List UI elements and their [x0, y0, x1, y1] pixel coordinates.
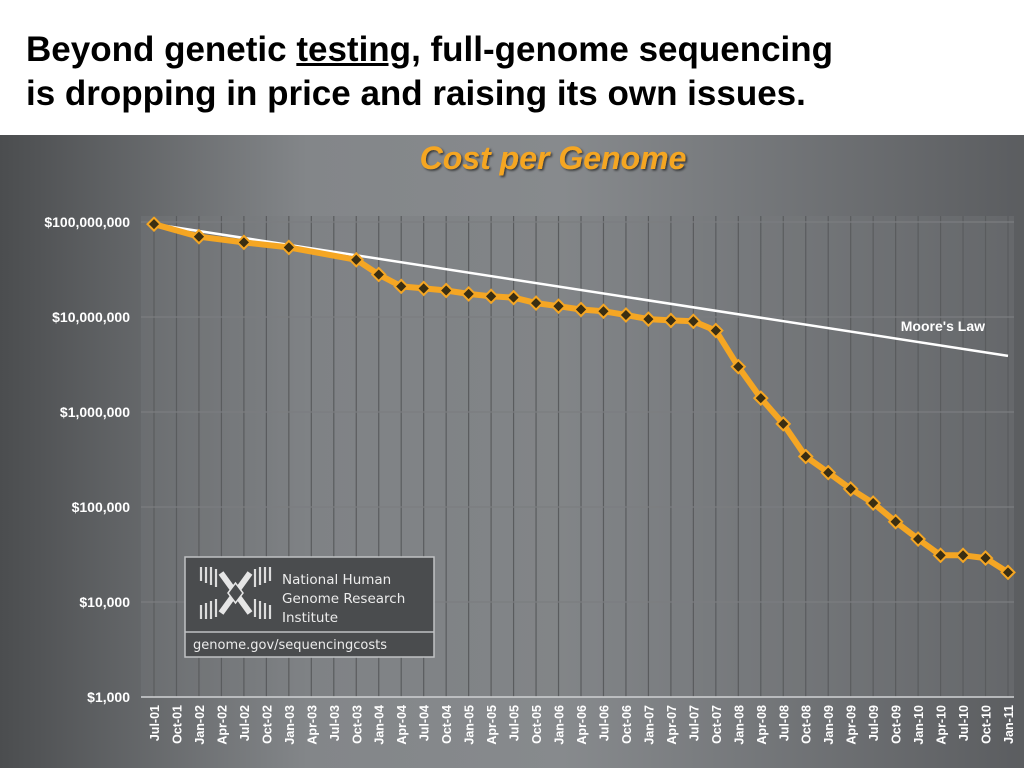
- x-tick-label: Oct-10: [980, 705, 994, 744]
- data-point-marker: [235, 234, 252, 251]
- data-point-marker: [775, 415, 792, 432]
- x-tick-label: Oct-04: [440, 705, 454, 744]
- x-tick-label: Oct-05: [530, 705, 544, 744]
- data-point-marker: [191, 228, 207, 245]
- x-tick-label: Jan-11: [1002, 705, 1016, 744]
- data-point-marker: [685, 313, 702, 330]
- x-tick-label: Jan-08: [732, 705, 746, 745]
- cost-series-line: [151, 221, 1011, 576]
- x-tick-label: Apr-03: [305, 705, 319, 745]
- y-tick-label: $100,000: [72, 499, 131, 515]
- data-point-marker: [280, 239, 297, 256]
- x-tick-label: Apr-02: [215, 705, 229, 745]
- x-tick-label: Apr-04: [395, 705, 409, 745]
- data-point-marker: [573, 301, 589, 318]
- x-tick-label: Oct-03: [350, 705, 364, 744]
- x-tick-label: Jan-02: [193, 705, 207, 745]
- cost-series: [146, 216, 1016, 581]
- x-tick-label: Jul-04: [418, 705, 432, 741]
- data-point-marker: [932, 547, 949, 564]
- data-point-marker: [887, 513, 904, 530]
- x-tick-label: Jul-02: [238, 705, 252, 741]
- data-point-marker: [955, 547, 971, 564]
- title-line2: is dropping in price and raising its own…: [26, 73, 806, 113]
- moores-law-label: Moore's Law: [901, 318, 985, 334]
- x-tick-label: Jan-04: [373, 705, 387, 745]
- data-point-marker: [348, 251, 365, 268]
- data-point-marker: [752, 390, 769, 407]
- data-point-marker: [146, 216, 162, 233]
- chart-title: Cost per Genome: [420, 140, 687, 176]
- nhgri-logo-box: National Human Genome Research Institute…: [184, 556, 435, 658]
- y-tick-label: $100,000,000: [44, 214, 130, 230]
- data-point-marker: [910, 531, 927, 547]
- logo-url-link[interactable]: genome.gov/sequencingcosts: [193, 638, 387, 653]
- x-axis-labels: Jul-01 Oct-01 Jan-02 Apr-02 Jul-02 Oct-02 Jan-…: [148, 705, 1016, 745]
- data-point-marker: [550, 298, 567, 315]
- x-tick-label: Jan-09: [822, 705, 836, 745]
- x-tick-label: Oct-08: [800, 705, 814, 744]
- chart-panel: Cost per Genome $100,000,000 $10,000,000 $…: [0, 135, 1024, 768]
- title-prefix: Beyond genetic: [26, 30, 297, 69]
- data-point-marker: [370, 266, 387, 283]
- y-tick-label: $1,000: [87, 689, 130, 705]
- x-tick-label: Jul-05: [508, 705, 522, 741]
- x-tick-label: Jan-06: [553, 705, 567, 745]
- data-point-marker: [483, 288, 500, 305]
- slide-title: Beyond genetic testing, full-genome sequ…: [26, 28, 1016, 116]
- y-tick-label: $1,000,000: [60, 404, 130, 420]
- title-line1-rest: , full-genome sequencing: [411, 30, 834, 69]
- x-tick-label: Jan-10: [912, 705, 926, 745]
- x-tick-label: Jul-01: [148, 705, 162, 741]
- x-tick-label: Jul-06: [597, 705, 611, 741]
- logo-name-line1: National Human: [282, 572, 391, 588]
- y-tick-label: $10,000,000: [52, 309, 130, 325]
- logo-name-line3: Institute: [282, 610, 338, 626]
- x-tick-label: Oct-01: [170, 705, 184, 744]
- x-tick-label: Apr-06: [575, 705, 589, 745]
- x-tick-label: Apr-10: [935, 705, 949, 745]
- data-point-marker: [415, 280, 432, 297]
- data-point-marker: [618, 307, 634, 323]
- x-tick-label: Jan-05: [463, 705, 477, 745]
- cost-per-genome-chart: Cost per Genome $100,000,000$10,000,000$…: [44, 140, 1016, 745]
- y-tick-label: $10,000: [79, 594, 130, 610]
- x-tick-label: Apr-07: [665, 705, 679, 745]
- x-tick-label: Apr-09: [845, 705, 859, 745]
- x-tick-label: Apr-08: [755, 705, 769, 745]
- x-tick-label: Jan-07: [642, 705, 656, 745]
- data-point-marker: [977, 550, 994, 566]
- data-point-marker: [820, 464, 837, 481]
- data-point-marker: [528, 295, 544, 312]
- data-point-marker: [640, 311, 657, 328]
- data-point-marker: [797, 448, 814, 465]
- y-axis-labels: $100,000,000 $10,000,000 $1,000,000 $100,00…: [44, 214, 130, 705]
- x-tick-label: Jul-10: [957, 705, 971, 741]
- x-tick-label: Jul-03: [328, 705, 342, 741]
- x-tick-label: Jul-09: [867, 705, 881, 741]
- x-tick-label: Oct-06: [620, 705, 634, 744]
- data-point-marker: [707, 322, 724, 339]
- title-testing-link[interactable]: testing: [296, 30, 412, 69]
- x-tick-label: Jul-08: [777, 705, 791, 741]
- data-point-marker: [842, 481, 859, 497]
- data-point-marker: [460, 285, 477, 302]
- data-point-marker: [662, 312, 679, 329]
- data-point-marker: [730, 358, 747, 375]
- x-tick-label: Oct-02: [260, 705, 274, 744]
- data-point-marker: [505, 289, 522, 306]
- x-tick-label: Oct-09: [890, 705, 904, 744]
- x-tick-label: Jan-03: [283, 705, 297, 745]
- data-point-marker: [865, 495, 882, 511]
- x-tick-label: Apr-05: [485, 705, 499, 745]
- data-point-marker: [1000, 564, 1016, 581]
- dna-helix-logo-icon: [199, 567, 272, 619]
- logo-name-line2: Genome Research: [282, 591, 405, 607]
- x-tick-label: Jul-07: [687, 705, 701, 741]
- data-point-marker: [393, 278, 410, 295]
- data-point-marker: [595, 303, 612, 320]
- data-point-marker: [438, 282, 455, 299]
- x-tick-label: Oct-07: [710, 705, 724, 744]
